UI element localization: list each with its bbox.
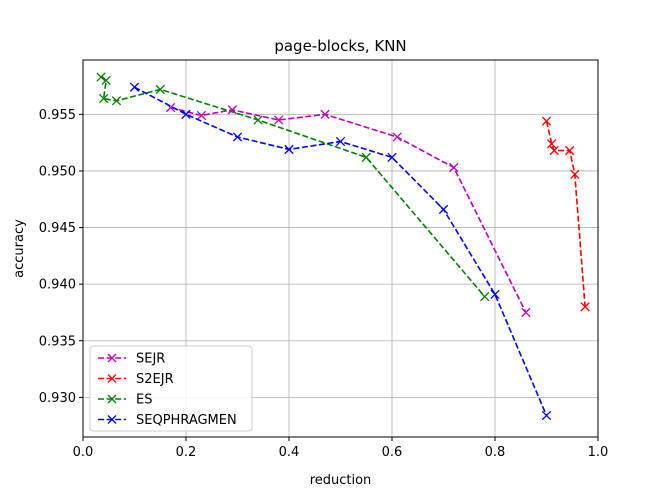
x-axis-label: reduction (310, 473, 372, 488)
legend-marker (107, 394, 117, 404)
data-point-es (361, 152, 371, 163)
data-point-s2ejr (570, 169, 580, 180)
chart-title: page-blocks, KNN (274, 37, 406, 55)
legend-item-s2ejr: S2EJR (98, 372, 174, 387)
data-point-sejr (449, 162, 459, 173)
legend-marker (107, 415, 117, 424)
legend-label: ES (136, 393, 152, 408)
data-point-seqphragmen (387, 152, 397, 163)
data-point-seqphragmen (438, 204, 449, 215)
series-line-sejr (170, 106, 527, 313)
data-point-sejr (392, 132, 402, 142)
data-point-es (155, 84, 165, 95)
legend: SEJR S2EJR ES SEQPHRAGMEN (89, 345, 253, 432)
data-point-sejr (227, 105, 238, 115)
data-point-es (96, 72, 106, 82)
series-sejr (165, 102, 531, 318)
data-point-seqphragmen (232, 132, 243, 142)
data-point-seqphragmen (129, 82, 140, 92)
data-point-es (480, 291, 490, 302)
data-point-s2ejr (549, 145, 559, 156)
x-tick-label: 1.0 (588, 445, 609, 460)
data-point-es (253, 115, 263, 125)
x-tick-label: 0.0 (73, 445, 94, 460)
legend-item-seqphragmen: SEQPHRAGMEN (98, 413, 237, 428)
y-axis-label: accuracy (12, 219, 27, 278)
y-tick-label: 0.945 (39, 221, 76, 236)
y-tick-label: 0.930 (39, 391, 76, 406)
y-tick-label: 0.955 (39, 108, 76, 123)
data-point-s2ejr (546, 139, 557, 149)
series-es (96, 72, 490, 302)
data-point-sejr (320, 109, 330, 120)
series-line-es (100, 76, 486, 298)
data-point-seqphragmen (490, 289, 500, 300)
legend-label: SEQPHRAGMEN (136, 413, 237, 428)
x-tick-label: 0.8 (485, 445, 506, 460)
legend-item-es: ES (98, 393, 152, 408)
y-tick-label: 0.950 (39, 164, 76, 179)
series-seqphragmen (129, 82, 552, 421)
x-tick-label: 0.2 (176, 445, 197, 460)
data-point-es (101, 75, 111, 86)
series-line-s2ejr (545, 120, 586, 307)
data-point-s2ejr (565, 145, 575, 156)
legend-item-sejr: SEJR (98, 352, 165, 367)
legend-box (89, 345, 253, 432)
data-point-seqphragmen (541, 410, 552, 421)
x-tick-label: 0.6 (382, 445, 403, 460)
y-tick-label: 0.940 (39, 278, 76, 293)
data-point-es (111, 96, 122, 106)
plot-frame (82, 59, 599, 438)
series-s2ejr (541, 116, 590, 312)
x-axis: 0.0 0.2 0.4 0.6 0.8 1.0 (73, 437, 609, 460)
legend-label: SEJR (136, 352, 165, 367)
data-point-sejr (521, 307, 531, 318)
data-point-s2ejr (580, 302, 590, 312)
y-axis: 0.930 0.935 0.940 0.945 0.950 0.955 (39, 108, 83, 406)
data-point-sejr (274, 115, 284, 125)
y-tick-label: 0.935 (39, 334, 76, 349)
data-point-seqphragmen (284, 144, 294, 155)
data-point-sejr (196, 110, 207, 121)
x-tick-label: 0.4 (279, 445, 300, 460)
data-point-s2ejr (541, 116, 552, 126)
data-point-seqphragmen (335, 136, 346, 147)
legend-marker (107, 353, 117, 363)
data-point-seqphragmen (181, 109, 191, 120)
legend-label: S2EJR (136, 372, 174, 387)
legend-marker (107, 374, 117, 383)
series-group (96, 72, 590, 421)
data-point-es (98, 93, 109, 104)
